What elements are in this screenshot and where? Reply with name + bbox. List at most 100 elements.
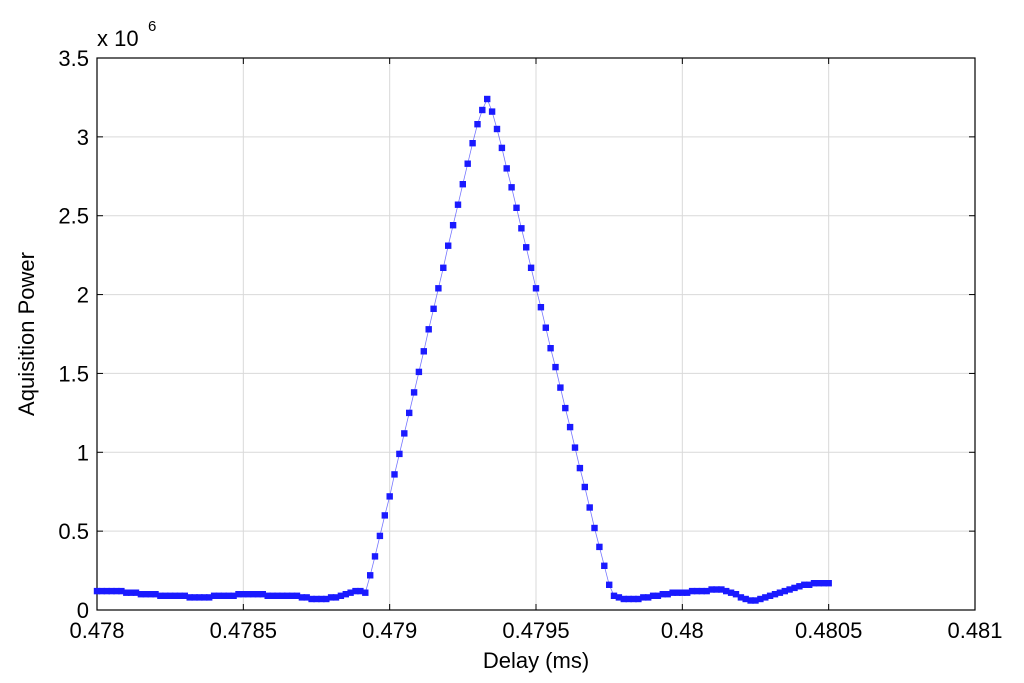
data-point: [581, 483, 588, 491]
data-point: [415, 368, 423, 376]
data-point: [103, 587, 110, 595]
data-point: [391, 471, 398, 478]
data-point: [796, 583, 803, 590]
data-point: [210, 592, 218, 599]
data-point: [303, 594, 310, 601]
y-multiplier-label: x 10: [97, 26, 139, 51]
y-tick-label: 0.5: [58, 519, 89, 544]
data-point: [308, 595, 315, 603]
data-point: [230, 592, 237, 599]
data-point: [757, 595, 764, 603]
data-point: [566, 423, 574, 431]
data-point: [806, 581, 813, 588]
y-tick-label: 1.5: [58, 361, 89, 386]
data-point: [649, 592, 657, 599]
data-point: [362, 589, 369, 596]
data-point: [235, 591, 242, 598]
data-point: [313, 595, 320, 603]
data-point: [518, 225, 525, 232]
data-point: [791, 584, 798, 592]
data-point: [703, 587, 710, 595]
data-point: [298, 594, 306, 601]
x-axis-label: Delay (ms): [483, 648, 589, 673]
data-point: [157, 592, 164, 599]
data-point: [371, 553, 379, 560]
data-point: [196, 594, 203, 601]
data-point: [664, 591, 671, 598]
data-point: [762, 594, 769, 601]
y-tick-label: 2: [77, 283, 89, 308]
data-point: [606, 581, 613, 588]
data-point: [147, 591, 154, 598]
data-point: [596, 543, 603, 551]
data-point: [108, 587, 115, 595]
data-point: [474, 121, 481, 128]
data-point: [181, 592, 188, 599]
data-point: [113, 587, 120, 595]
data-point: [801, 581, 808, 588]
x-tick-label: 0.4785: [210, 618, 277, 643]
data-point: [347, 589, 354, 596]
data-point: [708, 586, 715, 593]
data-point: [420, 348, 427, 355]
data-point: [191, 594, 198, 601]
data-point: [352, 587, 359, 595]
data-point: [815, 580, 823, 587]
data-point: [264, 592, 271, 599]
data-point: [742, 595, 749, 603]
data-point: [449, 222, 457, 229]
data-point: [327, 594, 335, 601]
data-point: [249, 591, 257, 598]
data-point: [557, 384, 564, 391]
y-tick-label: 3.5: [58, 46, 89, 71]
data-point: [766, 592, 774, 599]
data-point: [527, 264, 535, 271]
x-tick-labels: 0.478 0.4785 0.479 0.4795 0.48 0.4805 0.481: [69, 618, 1002, 643]
y-tick-label: 1: [77, 440, 89, 465]
data-point: [240, 591, 247, 598]
data-point: [93, 587, 101, 595]
data-point: [142, 591, 149, 598]
x-tick-label: 0.478: [69, 618, 124, 643]
data-point: [552, 363, 559, 371]
y-tick-label: 2.5: [58, 204, 89, 229]
data-point: [469, 140, 476, 147]
data-point: [679, 589, 686, 596]
data-point: [445, 242, 452, 249]
data-point: [459, 181, 466, 188]
y-tick-label: 3: [77, 125, 89, 150]
data-point: [825, 580, 832, 587]
data-point: [323, 595, 330, 603]
data-point: [547, 345, 554, 352]
data-point: [615, 594, 623, 601]
data-point: [635, 595, 642, 603]
data-point: [669, 589, 676, 596]
data-point: [659, 591, 666, 598]
data-point: [542, 324, 549, 331]
y-axis-label: Aquisition Power: [14, 252, 39, 416]
data-point: [693, 587, 701, 595]
data-point: [498, 144, 506, 152]
data-point: [820, 580, 827, 587]
x-tick-label: 0.48: [661, 618, 704, 643]
data-point: [674, 589, 681, 596]
data-point: [732, 591, 740, 598]
data-point: [640, 594, 647, 601]
data-point: [337, 592, 345, 599]
axis-ticks: [96, 57, 976, 611]
data-point: [747, 597, 754, 604]
data-point: [425, 326, 432, 333]
y-tick-labels: 0 0.5 1 1.5 2 2.5 3 3.5: [58, 46, 89, 623]
data-point: [484, 95, 491, 103]
x-tick-label: 0.4795: [502, 618, 569, 643]
data-point: [523, 244, 530, 251]
data-point: [123, 589, 130, 596]
data-point: [269, 592, 276, 599]
data-point: [586, 504, 593, 511]
data-point: [215, 592, 223, 599]
data-point: [723, 587, 730, 595]
data-point: [688, 587, 696, 595]
data-point: [367, 572, 374, 579]
data-point: [513, 204, 520, 211]
